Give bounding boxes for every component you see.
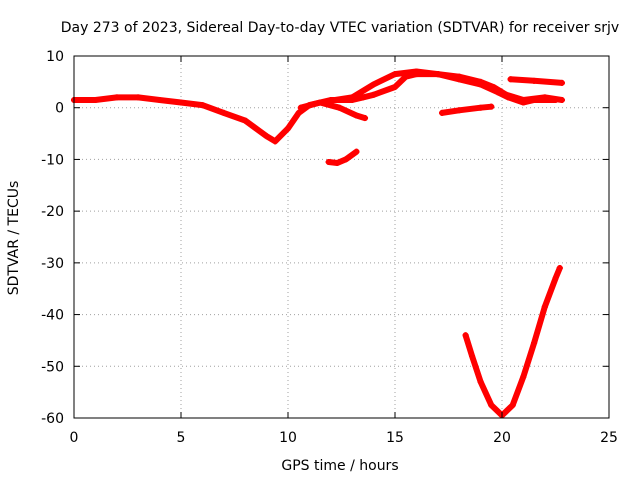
data-point [178, 99, 184, 106]
data-point [488, 103, 495, 110]
data-point [558, 96, 565, 103]
data-point [297, 104, 304, 111]
series-arc-dip [462, 265, 563, 419]
data-point [490, 84, 497, 91]
data-point [92, 96, 99, 103]
grid [74, 56, 609, 418]
data-point [439, 109, 446, 116]
data-point [531, 340, 538, 347]
plot-frame [73, 55, 610, 419]
data-point [135, 94, 142, 101]
series-arc-top [332, 68, 565, 103]
data-point [509, 402, 516, 409]
data-point [156, 96, 163, 103]
series-line [439, 103, 495, 116]
data-point [342, 156, 349, 163]
data-point [503, 91, 510, 98]
data-point [359, 94, 366, 101]
data-point [469, 352, 476, 359]
data-point [531, 77, 538, 84]
data-point [332, 96, 339, 103]
data-point [558, 79, 565, 86]
y-tick-label: -60 [41, 411, 64, 427]
data-point [434, 71, 441, 78]
data-point [370, 81, 377, 88]
series-line [325, 148, 360, 166]
data-point [541, 303, 548, 310]
data-point [334, 160, 341, 167]
data-point [353, 112, 360, 119]
data-point [520, 373, 527, 380]
chart-title: Day 273 of 2023, Sidereal Day-to-day VTE… [61, 20, 619, 36]
x-tick-label: 25 [600, 430, 618, 446]
x-tick-label: 0 [70, 430, 79, 446]
series-arc-small-3 [507, 76, 565, 86]
data-point [456, 107, 463, 114]
y-tick-label: -40 [41, 308, 64, 324]
data-point [488, 402, 495, 409]
data-point [199, 102, 206, 109]
data-point [295, 109, 302, 116]
series-arc-small-2 [439, 103, 495, 116]
data-point [456, 73, 463, 80]
data-point [552, 275, 559, 282]
x-tick-label: 15 [386, 430, 404, 446]
y-tick-label: -10 [41, 152, 64, 168]
data-point [113, 94, 120, 101]
data-point [392, 71, 398, 78]
series-arc-lower-branch [297, 99, 369, 122]
data-point [263, 133, 270, 140]
y-tick-label: 10 [46, 49, 64, 65]
x-tick-label: 10 [279, 430, 297, 446]
data-point [242, 117, 249, 124]
y-tick-label: 0 [55, 101, 64, 117]
data-point [462, 332, 469, 339]
data-point [477, 78, 484, 85]
data-point [370, 91, 377, 98]
data-point [220, 109, 227, 116]
data-point [349, 94, 356, 101]
data-point [477, 104, 484, 111]
data-point [541, 94, 548, 101]
x-tick-label: 20 [493, 430, 511, 446]
data-point [353, 148, 360, 155]
data-point [392, 84, 398, 91]
data-point [556, 265, 563, 272]
x-tick-label: 5 [177, 430, 186, 446]
data-point [317, 99, 324, 106]
axis-ticks: 0 5 10 15 20 25 10 0 -10 -20 -30 -40 -50 -60 [41, 49, 618, 446]
data-point [477, 378, 484, 385]
y-axis-label: SDTVAR / TECUs [6, 181, 22, 296]
data-layer [71, 68, 565, 419]
data-point [520, 96, 527, 103]
data-point [413, 68, 420, 75]
data-point [336, 104, 343, 111]
y-tick-label: -30 [41, 256, 64, 272]
data-point [507, 76, 514, 83]
x-axis-label: GPS time / hours [281, 458, 398, 474]
y-tick-label: -50 [41, 359, 64, 375]
data-point [362, 115, 369, 122]
data-point [325, 159, 332, 166]
series-line [462, 265, 563, 419]
data-point [272, 138, 279, 145]
series-arc-small-1 [325, 148, 360, 167]
data-point [285, 125, 291, 132]
y-tick-label: -20 [41, 204, 64, 220]
